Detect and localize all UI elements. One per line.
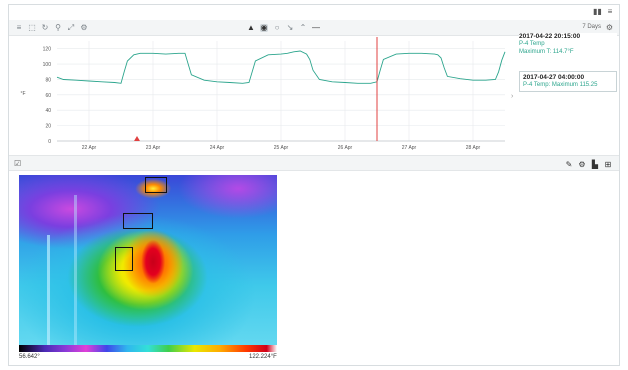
palette-max-label: 122.224°F [249, 354, 277, 360]
annotation-sidebar: › 2017-04-22 20:15:00 P-4 Temp Maximum T… [511, 33, 619, 155]
chart-toolbar: ≡ ⬚ ↻ ⚲ ⤢ ⚙ ▲ ◉ ○ ↘ ⌃ — 7 Days ⚙ [9, 20, 619, 36]
y-tick-label: 20 [45, 124, 51, 130]
x-tick-label: 24 Apr [210, 145, 225, 151]
y-axis-label: °F [20, 91, 25, 97]
trend-chart-svg[interactable]: 120 100 80 60 40 20 0 22 Apr 23 Apr 24 Apr 25 Apr 2… [9, 37, 515, 155]
checkbox-icon[interactable]: ☑ [14, 159, 22, 168]
zoom-icon[interactable]: ⚲ [55, 23, 61, 32]
pipe-shape [74, 195, 77, 345]
bar-icon[interactable]: ▙ [591, 160, 599, 169]
range-label[interactable]: 7 Days [582, 24, 601, 30]
pipe-shape [47, 235, 50, 345]
menu-icon[interactable]: ≡ [16, 23, 22, 32]
line-icon[interactable]: — [312, 23, 320, 32]
annotation-title: P-4 Temp: Maximum 115.25 [523, 82, 598, 88]
series-line [56, 50, 506, 84]
measurement-box[interactable] [145, 177, 167, 193]
target-icon[interactable]: ◉ [260, 23, 268, 32]
x-tick-label: 23 Apr [146, 145, 161, 151]
annotation-value: Maximum T: 114.7°F [519, 49, 574, 55]
measurement-box[interactable] [115, 247, 133, 271]
app-window: ▮▮ ≡ ≡ ⬚ ↻ ⚲ ⤢ ⚙ ▲ ◉ ○ ↘ ⌃ — 7 Days ⚙ 12… [8, 4, 620, 366]
pin-icon[interactable]: ▲ [247, 23, 255, 32]
y-tick-label: 120 [43, 47, 52, 53]
x-tick-label: 26 Apr [338, 145, 353, 151]
circle-icon[interactable]: ○ [274, 23, 280, 32]
annotation-card-1[interactable]: 2017-04-22 20:15:00 P-4 Temp Maximum T: … [519, 33, 617, 56]
x-tick-label: 22 Apr [82, 145, 97, 151]
trend-chart[interactable]: 120 100 80 60 40 20 0 22 Apr 23 Apr 24 Apr 25 Apr 2… [9, 37, 515, 155]
event-marker[interactable] [134, 136, 140, 141]
color-palette-bar [19, 345, 277, 352]
palette-min-label: 56.642° [19, 354, 40, 360]
y-tick-label: 60 [45, 93, 51, 99]
spark-icon[interactable]: ⌃ [299, 23, 307, 32]
measurement-box[interactable] [123, 213, 153, 229]
x-tick-label: 25 Apr [274, 145, 289, 151]
annotation-timestamp: 2017-04-27 04:00:00 [523, 74, 585, 81]
grid-icon[interactable]: ⊞ [604, 160, 612, 169]
y-tick-label: 0 [48, 139, 51, 145]
settings-icon[interactable]: ⚙ [80, 23, 88, 32]
expand-icon[interactable]: ⤢ [67, 23, 75, 32]
thermal-image[interactable] [19, 175, 277, 345]
y-tick-label: 80 [45, 77, 51, 83]
pencil-icon[interactable]: ✎ [565, 160, 573, 169]
image-toolbar: ☑ ✎ ⚙ ▙ ⊞ [9, 155, 619, 171]
trend-icon[interactable]: ↘ [286, 23, 294, 32]
x-tick-label: 28 Apr [466, 145, 481, 151]
top-strip: ▮▮ ≡ [9, 5, 619, 19]
y-tick-label: 40 [45, 108, 51, 114]
annotation-title: P-4 Temp [519, 41, 545, 47]
layout-icon[interactable]: ▮▮ [593, 7, 602, 16]
export-icon[interactable]: ⬚ [28, 23, 36, 32]
range-settings-icon[interactable]: ⚙ [605, 23, 613, 32]
x-tick-label: 27 Apr [402, 145, 417, 151]
refresh-icon[interactable]: ↻ [41, 23, 49, 32]
annotation-timestamp: 2017-04-22 20:15:00 [519, 33, 581, 40]
settings-icon[interactable]: ⚙ [578, 160, 586, 169]
menu-icon[interactable]: ≡ [607, 7, 613, 16]
collapse-icon[interactable]: › [511, 93, 514, 100]
y-tick-label: 100 [43, 62, 52, 68]
annotation-card-2[interactable]: 2017-04-27 04:00:00 P-4 Temp: Maximum 11… [519, 71, 617, 92]
